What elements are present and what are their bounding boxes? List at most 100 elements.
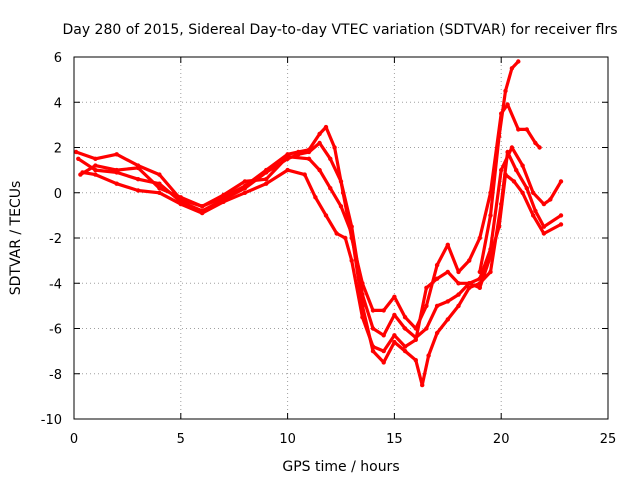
series-line-3-point (200, 204, 205, 209)
series-line-4-point (511, 179, 517, 184)
series-line-3-point (264, 177, 269, 182)
series-line-3-point (221, 192, 226, 198)
x-axis-label: GPS time / hours (282, 459, 399, 475)
series-line-3-point (392, 339, 397, 345)
series-line-2-point (157, 181, 162, 186)
series-spike-point (516, 59, 521, 64)
series-line-1-point (467, 258, 472, 263)
series-spike-point (509, 66, 515, 71)
series-line-4-point (114, 181, 119, 186)
series-line-1-point (73, 149, 79, 155)
series-line-4-point (520, 190, 525, 195)
series-line-1-point (505, 102, 510, 107)
series-line-3-point (93, 163, 98, 168)
series-line-2-point (392, 312, 397, 318)
series-line-3-point (524, 186, 529, 191)
series-line-1-point (434, 262, 440, 268)
series-line-1-point (392, 294, 397, 299)
series-line-2-point (434, 303, 440, 309)
series-line-2-point (76, 156, 81, 161)
series-line-4-point (93, 172, 98, 177)
series-line-2-point (338, 179, 344, 184)
series-line-4-point (477, 285, 482, 290)
series-line-3-point (434, 330, 440, 336)
series-line-2-point (402, 326, 408, 331)
series-line-4-point (488, 253, 493, 259)
series-spike-point (477, 269, 482, 275)
series-line-4-point (402, 344, 408, 349)
series-line-3 (78, 150, 563, 387)
series-line-1-point (516, 127, 521, 132)
series-line-3-point (420, 382, 425, 388)
series-line-4-point (503, 172, 508, 177)
series-line-2-point (328, 156, 333, 161)
series-line-4-point (496, 224, 502, 229)
series-line-3-point (349, 231, 354, 236)
series-line-3-point (338, 204, 344, 209)
series-line-4-point (323, 213, 329, 218)
series-line-2-point (509, 145, 515, 150)
series-line-1-point (332, 145, 337, 150)
series-line-3-point (157, 186, 162, 191)
series-line-3-point (413, 358, 418, 363)
series-line-4-point (302, 172, 307, 177)
series-line-3-point (467, 285, 472, 290)
y-tick-label: -10 (41, 413, 62, 428)
series-line-4-point (343, 235, 348, 241)
series-line-1-point (323, 124, 329, 130)
series-line-4-point (445, 269, 450, 275)
series-line-3-point (505, 149, 510, 155)
series-line-4-point (334, 231, 339, 236)
series-line-3-point (445, 317, 450, 322)
series-line-3-point (533, 208, 538, 214)
series-line-2-point (531, 190, 536, 195)
series-line-4-point (360, 315, 365, 320)
x-tick-label: 25 (600, 432, 617, 447)
series-line-2-point (456, 292, 461, 297)
series-line-1-point (157, 172, 162, 177)
series-line-3-point (488, 269, 493, 275)
series-line-2-point (264, 170, 269, 175)
series-line-2-point (541, 201, 547, 207)
series-line-1-point (114, 152, 119, 157)
series-line-3-point (514, 167, 519, 173)
y-tick-label: -8 (49, 368, 62, 383)
series-line-4-point (264, 181, 269, 186)
series-line-4-point (200, 210, 205, 216)
series-line-3-point (402, 348, 408, 354)
series-line-3-point (426, 353, 431, 358)
series-line-2-point (424, 326, 429, 331)
series-spike-point (488, 213, 493, 218)
series-line-4-point (178, 201, 183, 207)
series-line-2-point (445, 299, 450, 304)
series-line-4-point (135, 188, 141, 193)
series-line-4-point (531, 213, 536, 218)
series-line-2-point (317, 140, 322, 146)
series-line-1 (74, 102, 542, 331)
series-line-2-point (558, 179, 564, 184)
y-tick-label: 0 (54, 187, 62, 202)
series-line-4-point (157, 190, 162, 195)
series-line-3-point (328, 186, 333, 191)
y-tick-label: -6 (49, 323, 62, 338)
series-line-4-point (349, 258, 354, 263)
axis-ticks: 0 5 10 15 20 25 -10 -8 -6 -4 -2 0 2 4 6 (41, 51, 617, 447)
series-line-4-point (413, 337, 418, 342)
x-tick-label: 0 (70, 432, 78, 447)
series-line-4-point (558, 222, 564, 227)
series-line-4-point (370, 344, 376, 349)
x-tick-label: 20 (493, 432, 510, 447)
series-line-2-point (242, 186, 248, 191)
series-line-3-point (558, 213, 564, 218)
series-line-2-point (381, 333, 386, 338)
series-line-3-point (285, 154, 290, 159)
series-line-3-point (178, 195, 183, 200)
x-tick-label: 15 (386, 432, 403, 447)
series-spike-point (503, 88, 508, 94)
series-line-1-point (93, 156, 98, 161)
grid-lines (74, 57, 608, 419)
series-line-3-point (135, 165, 141, 171)
series-line-1-point (477, 235, 482, 241)
series-line-3-point (317, 167, 322, 173)
series-line-2-point (93, 167, 98, 173)
